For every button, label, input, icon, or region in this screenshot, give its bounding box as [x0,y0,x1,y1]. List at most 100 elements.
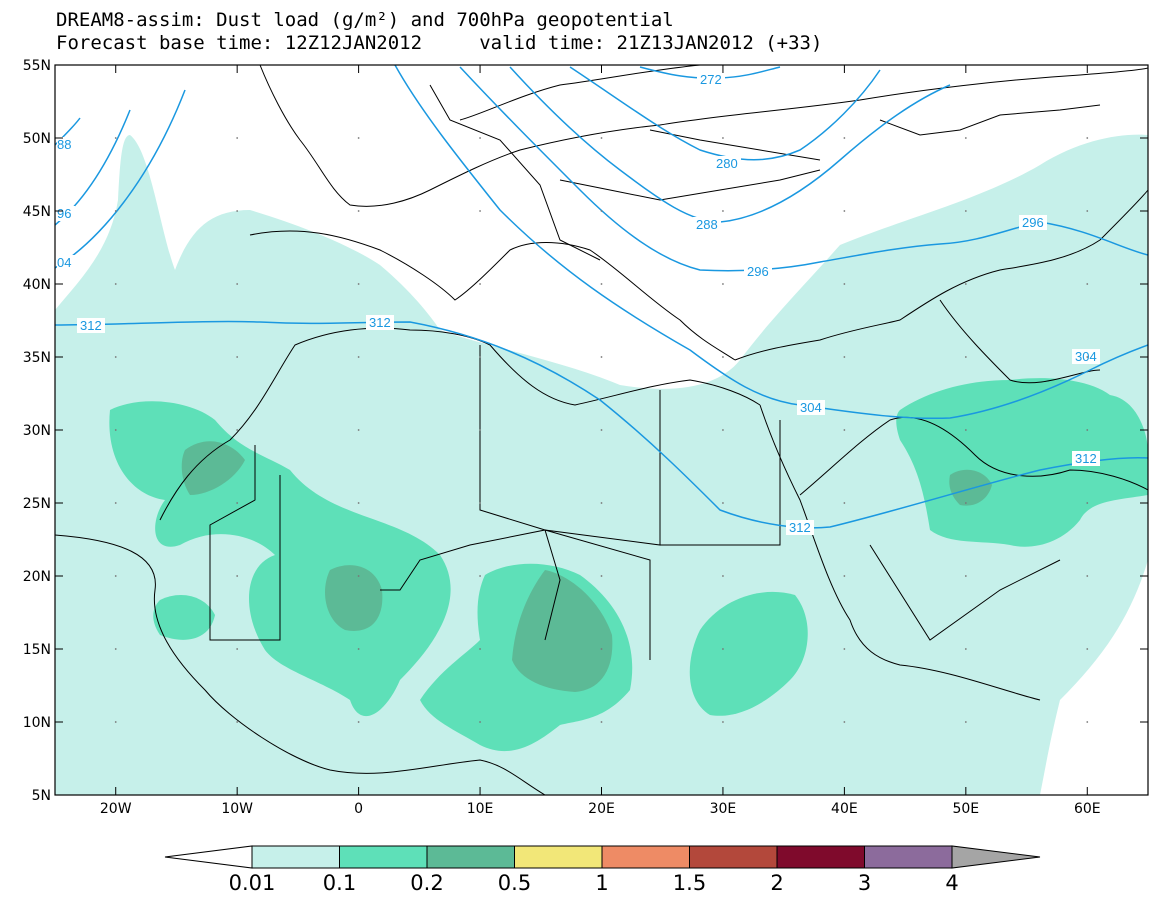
grid-dot [964,429,967,431]
contour-label-96: 96 [57,206,71,221]
grid-dot [236,429,239,431]
map-axes: 55N 50N 45N 40N 35N 30N 25N 20N 15N 10N 5N 20W 10W 0 1… [23,58,1148,817]
dust-01-gulf [896,378,1148,547]
grid-dot [1086,575,1089,577]
grid-dot [1086,502,1089,504]
grid-dot [236,137,239,139]
grid-dot [600,429,603,431]
grid-dot [1086,356,1089,358]
grid-dot [722,210,724,212]
grid-dot [114,356,117,358]
grid-dot [357,648,360,650]
grid-dot [479,137,481,139]
grid-dot [600,283,603,285]
contour-label-304-east: 304 [1075,349,1097,364]
grid-dot [843,429,846,431]
lon-tick-label: 10E [467,801,494,817]
colorbar-swatch [776,845,865,869]
grid-dot [357,356,360,358]
grid-dot [479,429,481,431]
grid-dot [1086,721,1089,723]
grid-dot [722,137,724,139]
colorbar-swatch [339,845,428,869]
grid-dot [357,429,360,431]
grid-dot [964,575,967,577]
dust-02-mali [325,565,383,631]
grid-dot [114,721,117,723]
lon-tick-label: 30E [710,801,737,817]
lat-tick-label: 30N [23,423,51,439]
grid-dot [114,575,117,577]
contour-label-304: 304 [800,400,822,415]
grid-dot [964,648,967,650]
grid-dot [843,575,846,577]
lon-tick-label: 60E [1074,801,1101,817]
grid-dot [236,210,239,212]
lat-tick-label: 50N [23,131,51,147]
colorbar-swatch [426,845,515,869]
grid-dot [600,648,603,650]
grid-dot [964,721,967,723]
grid-dot [1086,210,1089,212]
colorbar-over-arrow [951,845,1041,869]
coastlines-borders [55,65,1148,795]
grid-dot [722,429,724,431]
colorbar-swatch [514,845,603,869]
contour-label-296-east: 296 [1022,215,1044,230]
colorbar-label: 0.5 [498,871,531,895]
contour-label-312-center: 312 [369,315,391,330]
colorbar-swatch [689,845,778,869]
grid-dot [479,283,481,285]
contour-label-272: 272 [700,72,722,87]
lat-tick-label: 25N [23,496,51,512]
grid-dot [600,356,603,358]
grid-dot [600,721,603,723]
grid-dot [357,502,360,504]
grid-dot [964,356,967,358]
grid-dot [722,502,724,504]
contour-304 [394,65,1148,420]
dust-02-qatar [949,469,992,506]
lat-tick-label: 10N [23,715,51,731]
grid-dot [236,721,239,723]
lon-tick-label: 40E [831,801,858,817]
grid-dot [479,210,481,212]
contour-label-312-east: 312 [1075,451,1097,466]
grid-dot [479,356,481,358]
grid-dot [600,502,603,504]
lat-tick-label: 20N [23,569,51,585]
grid-dot [357,721,360,723]
lon-tick-label: 20E [588,801,615,817]
grid-dot [236,648,239,650]
colorbar-label: 0.2 [410,871,443,895]
grid-dot [722,283,724,285]
grid-dot [843,502,846,504]
grid-dot [600,575,603,577]
colorbar-under-arrow [164,845,253,869]
grid-dot [114,648,117,650]
dust-01-mauritania-patch [153,595,215,640]
colorbar-label: 3 [858,871,871,895]
colorbar-label: 1.5 [673,871,706,895]
grid-dot [479,502,481,504]
grid-dot [964,283,967,285]
contour-label-88: 88 [57,137,71,152]
grid-dot [479,575,481,577]
colorbar-label: 1 [595,871,608,895]
grid-dot [1086,137,1089,139]
grid-dot [722,575,724,577]
grid-dot [479,648,481,650]
map-title: DREAM8-assim: Dust load (g/m²) and 700hP… [56,9,674,31]
colorbar-label: 2 [770,871,783,895]
lon-tick-label: 20W [100,801,132,817]
dust-02-morocco [181,441,245,495]
lon-tick-label: 0 [354,801,363,817]
contour-label-288: 288 [696,217,718,232]
contour-280 [569,66,881,161]
grid-dot [114,429,117,431]
grid-dot [600,210,603,212]
grid-dot [114,137,117,139]
grid-dot [479,721,481,723]
grid-dot [722,648,724,650]
